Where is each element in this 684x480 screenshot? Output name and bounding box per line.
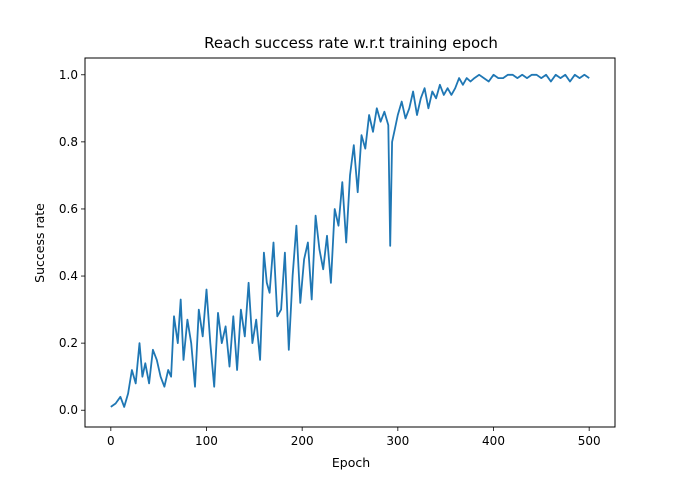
chart-title: Reach success rate w.r.t training epoch: [204, 34, 498, 52]
x-tick-label: 400: [482, 434, 505, 448]
y-tick-label: 0.8: [59, 135, 78, 149]
x-tick-label: 500: [578, 434, 601, 448]
x-tick-label: 100: [195, 434, 218, 448]
y-tick-label: 0.4: [59, 269, 78, 283]
axes-frame: [84, 57, 616, 428]
y-tick-label: 1.0: [59, 68, 78, 82]
x-tick-label: 300: [386, 434, 409, 448]
x-tick-label: 0: [107, 434, 115, 448]
y-axis-title: Success rate: [32, 203, 47, 283]
y-axis: 0.0 0.2 0.4 0.6 0.8 1.0: [59, 68, 85, 417]
y-tick-label: 0.6: [59, 202, 78, 216]
x-axis-title: Epoch: [332, 455, 370, 470]
y-tick-label: 0.2: [59, 336, 78, 350]
series-line-0: [110, 73, 590, 408]
plot-area: [110, 73, 590, 408]
y-tick-label: 0.0: [59, 403, 78, 417]
x-tick-label: 200: [291, 434, 314, 448]
x-axis: 0 100 200 300 400 500: [107, 427, 601, 448]
